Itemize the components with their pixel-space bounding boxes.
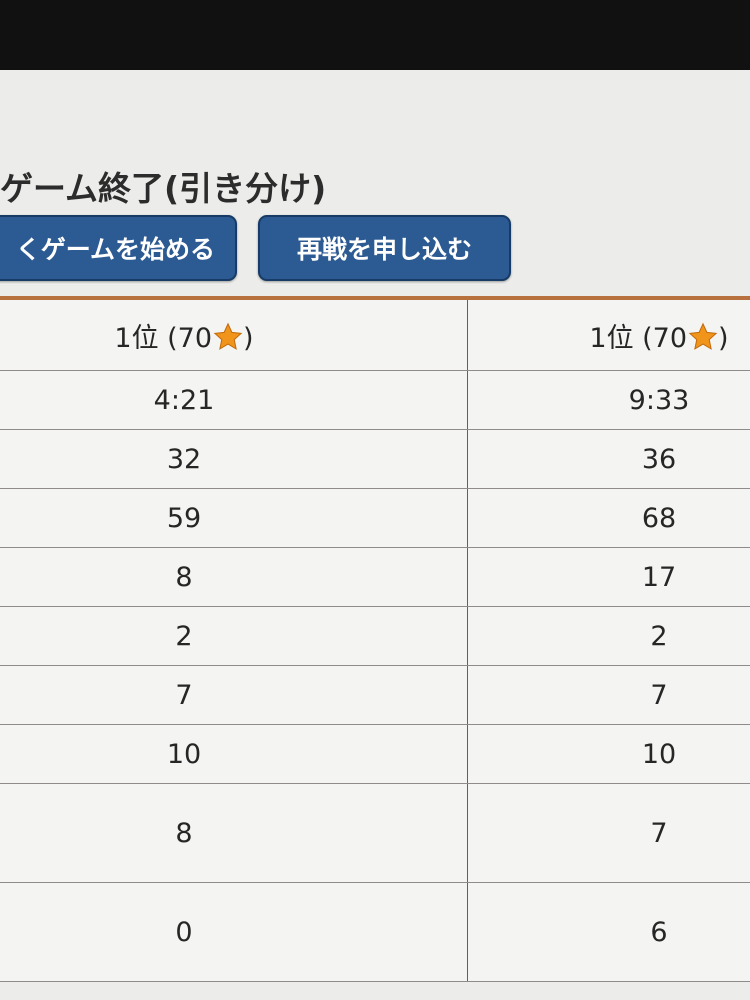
table-cell: 4:21 [0,370,468,430]
table-row: 59 68 [0,488,750,548]
table-row: 4:21 9:33 [0,370,750,430]
rank-text: 1位 (70 [114,322,213,354]
rank-close: ) [243,322,254,354]
table-cell: 8 [0,783,468,883]
table-header-row: 1位 (70) 1位 (70) [0,300,750,371]
table-cell: 7 [467,783,750,883]
section-divider [0,296,750,300]
rematch-button[interactable]: 再戦を申し込む [258,215,511,281]
game-result-title: ゲーム終了(引き分け) [0,169,327,208]
table-cell: 6 [467,882,750,982]
score-table: 1位 (70) 1位 (70) 4:21 9:33 32 36 59 68 8 … [0,300,750,982]
table-row: 0 6 [0,882,750,982]
table-cell: 17 [467,547,750,607]
table-cell: 10 [0,724,468,784]
player-1-rank: 1位 (70) [0,300,468,371]
star-icon [213,322,243,350]
table-cell: 2 [0,606,468,666]
game-result-screen: ゲーム終了(引き分け) くゲームを始める 再戦を申し込む 1位 (70) 1位 … [0,70,750,1000]
table-cell: 59 [0,488,468,548]
table-cell: 7 [467,665,750,725]
rank-close: ) [718,322,729,354]
table-row: 8 17 [0,547,750,607]
table-cell: 7 [0,665,468,725]
player-2-rank: 1位 (70) [467,300,750,371]
table-cell: 0 [0,882,468,982]
rank-text: 1位 (70 [589,322,688,354]
table-cell: 9:33 [467,370,750,430]
table-cell: 2 [467,606,750,666]
table-row: 10 10 [0,724,750,784]
table-row: 2 2 [0,606,750,666]
table-row: 32 36 [0,429,750,489]
table-cell: 32 [0,429,468,489]
table-row: 8 7 [0,783,750,883]
star-icon [688,322,718,350]
new-game-button[interactable]: くゲームを始める [0,215,237,281]
table-cell: 36 [467,429,750,489]
table-cell: 68 [467,488,750,548]
table-row: 7 7 [0,665,750,725]
table-cell: 8 [0,547,468,607]
table-cell: 10 [467,724,750,784]
